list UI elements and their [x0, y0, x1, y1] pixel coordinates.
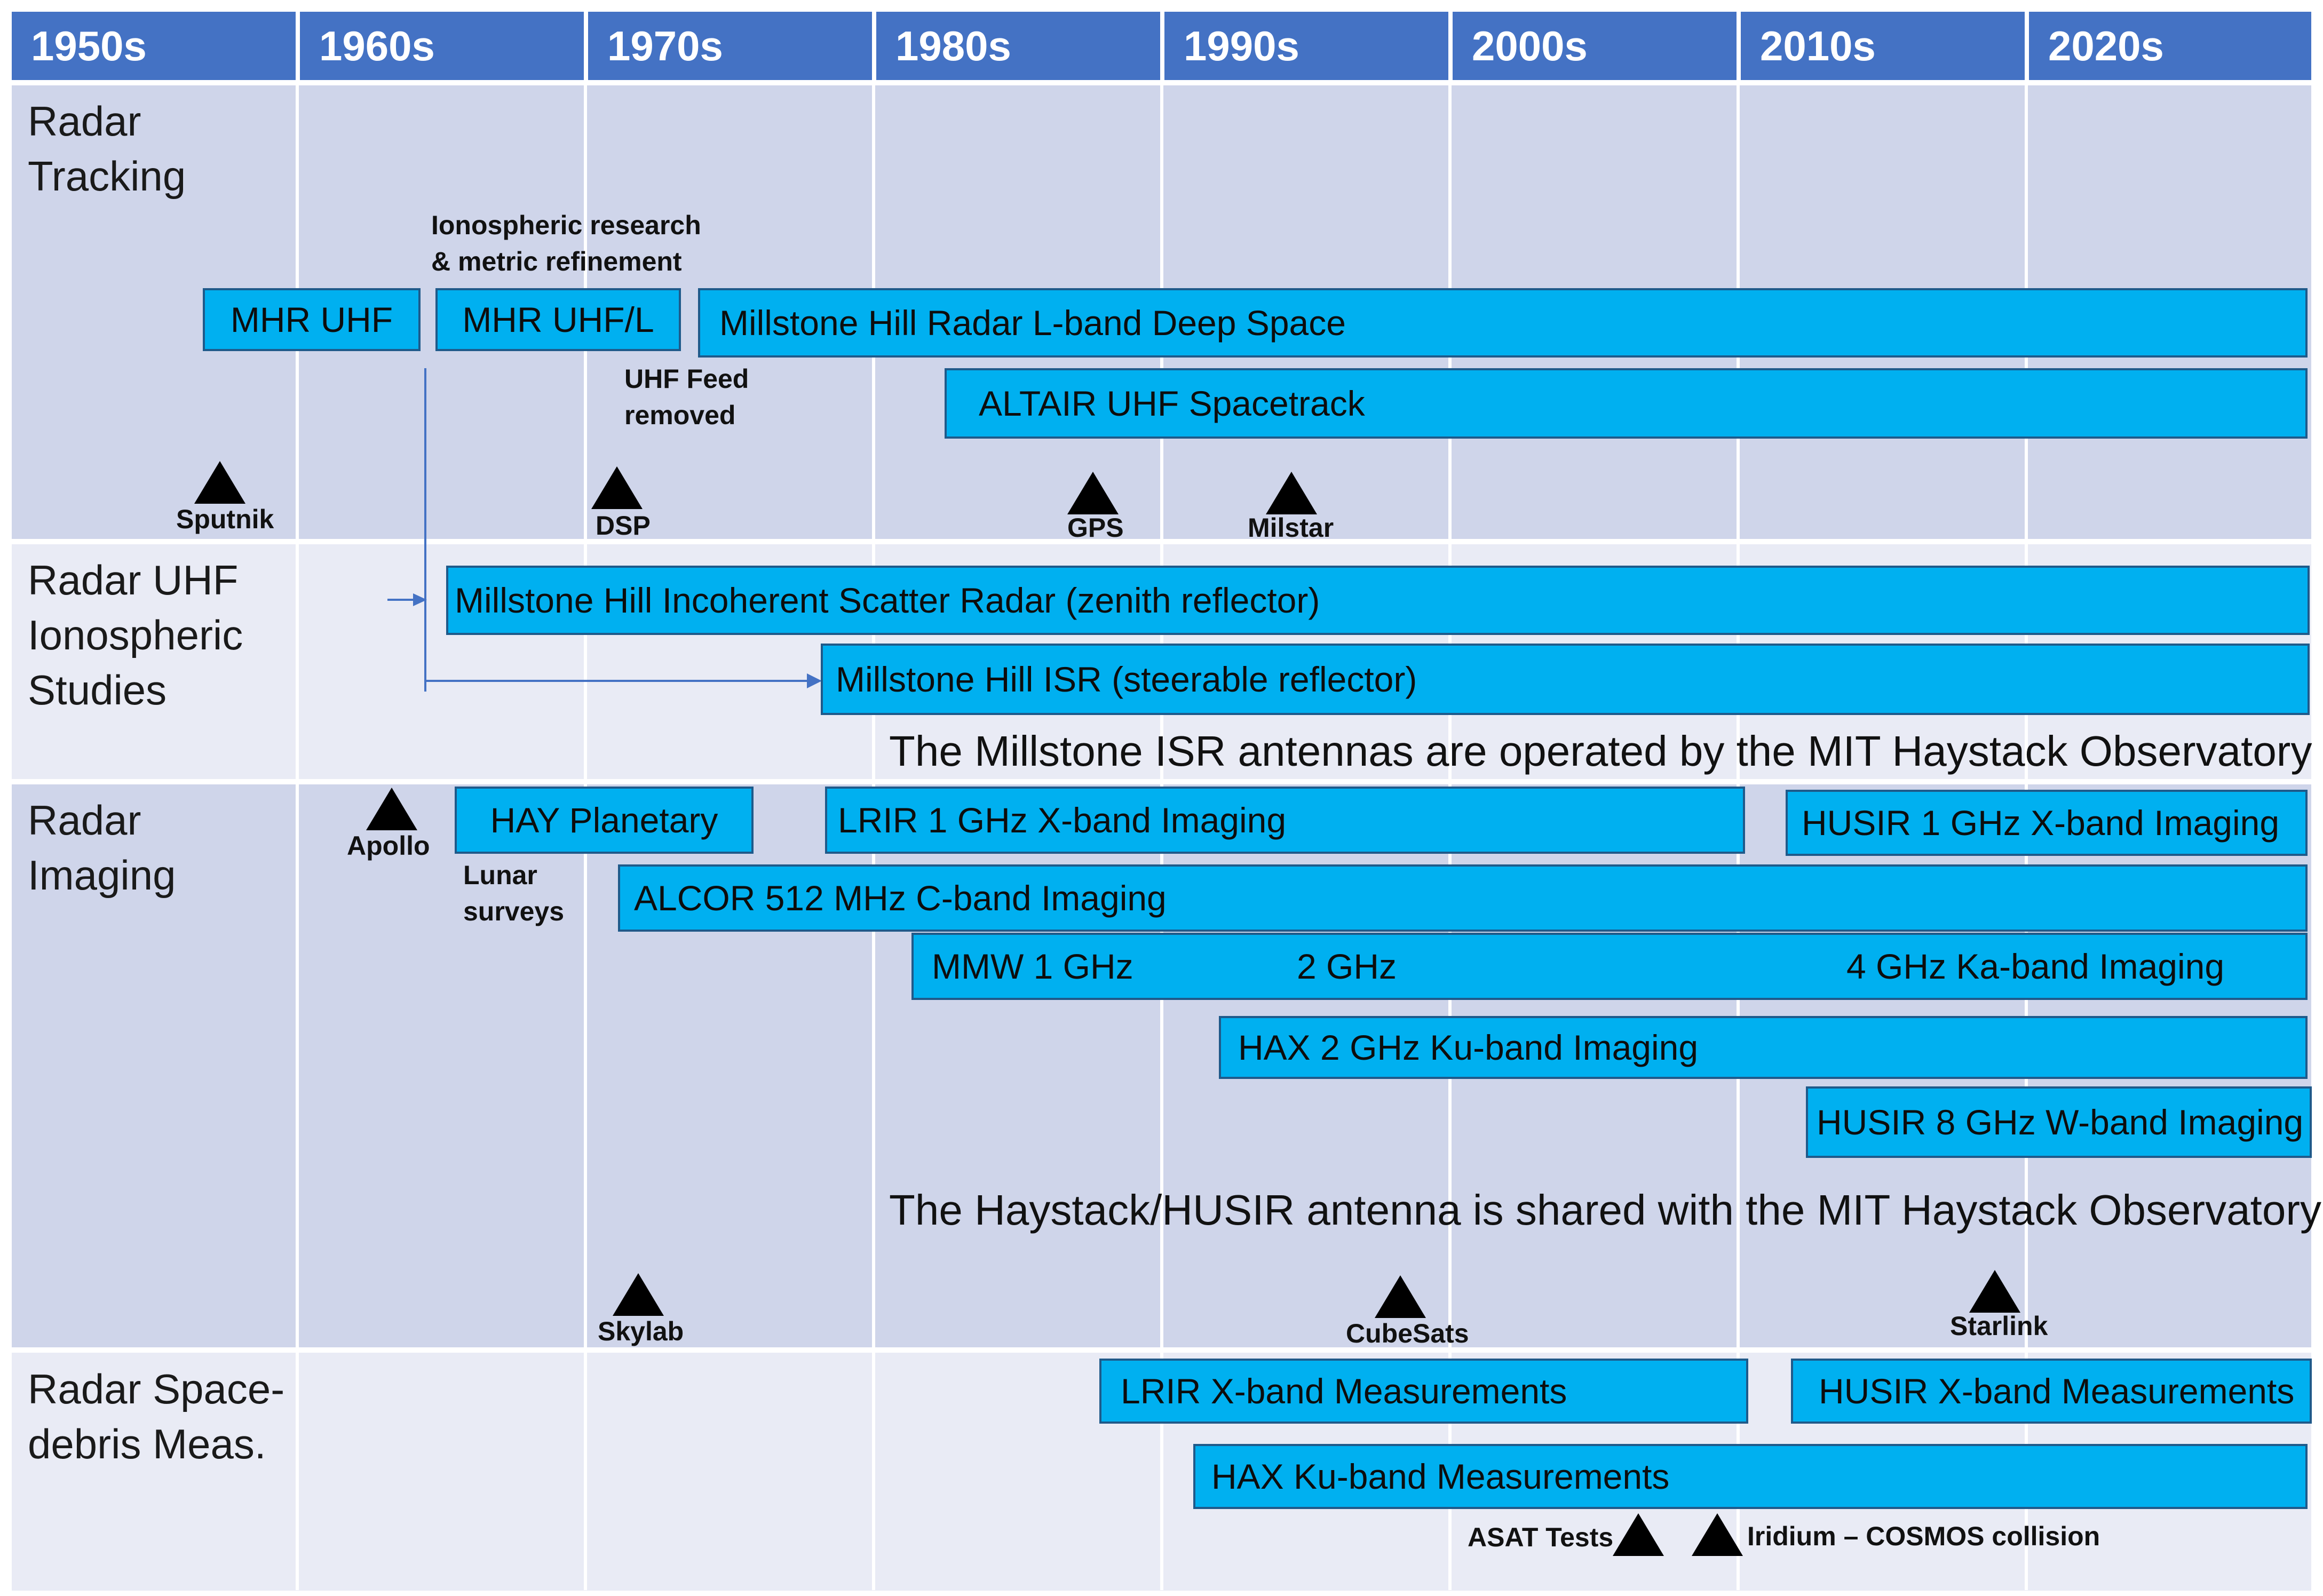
event-label-cubesats: CubeSats [1346, 1318, 1469, 1349]
bar-husir-measurements: HUSIR X-band Measurements [1791, 1359, 2312, 1424]
caption-millstone: The Millstone ISR antennas are operated … [889, 727, 2312, 776]
bar-lrir-measurements: LRIR X-band Measurements [1099, 1359, 1748, 1424]
bar-hay-planetary: HAY Planetary [455, 787, 754, 854]
mmw-4ghz-label: 4 GHz Ka-band Imaging [1846, 946, 2224, 987]
bar-husir-1ghz: HUSIR 1 GHz X-band Imaging [1786, 790, 2308, 856]
bar-millstone-isr-steerable: Millstone Hill ISR (steerable reflector) [821, 644, 2310, 715]
bar-millstone-isr-zenith: Millstone Hill Incoherent Scatter Radar … [446, 566, 2310, 635]
event-label-skylab: Skylab [598, 1316, 684, 1347]
bar-hax-imaging: HAX 2 GHz Ku-band Imaging [1219, 1016, 2308, 1079]
caption-haystack: The Haystack/HUSIR antenna is shared wit… [889, 1186, 2321, 1235]
cubesats-marker-icon [1375, 1275, 1426, 1318]
mmw-1ghz-label: MMW 1 GHz [932, 946, 1133, 987]
asat-marker-icon [1613, 1513, 1664, 1556]
bar-husir-8ghz: HUSIR 8 GHz W-band Imaging [1806, 1086, 2312, 1158]
arrow-head-icon [807, 673, 822, 688]
skylab-marker-icon [613, 1273, 664, 1316]
lunar-surveys-note: Lunar surveys [463, 857, 564, 930]
iridium-marker-icon [1692, 1513, 1743, 1556]
bar-alcor: ALCOR 512 MHz C-band Imaging [618, 864, 2308, 932]
bar-hax-measurements: HAX Ku-band Measurements [1193, 1444, 2308, 1509]
mmw-2ghz-label: 2 GHz [1297, 946, 1397, 987]
event-label-starlink: Starlink [1950, 1311, 2048, 1341]
event-label-apollo: Apollo [347, 830, 430, 861]
event-label-iridium: Iridium – COSMOS collision [1747, 1521, 2100, 1552]
starlink-marker-icon [1969, 1270, 2020, 1313]
bar-lrir-imaging: LRIR 1 GHz X-band Imaging [825, 787, 1745, 854]
event-label-asat: ASAT Tests [1468, 1522, 1613, 1553]
apollo-marker-icon [366, 788, 417, 830]
bar-mmw: MMW 1 GHz 2 GHz 4 GHz Ka-band Imaging [911, 933, 2308, 1000]
